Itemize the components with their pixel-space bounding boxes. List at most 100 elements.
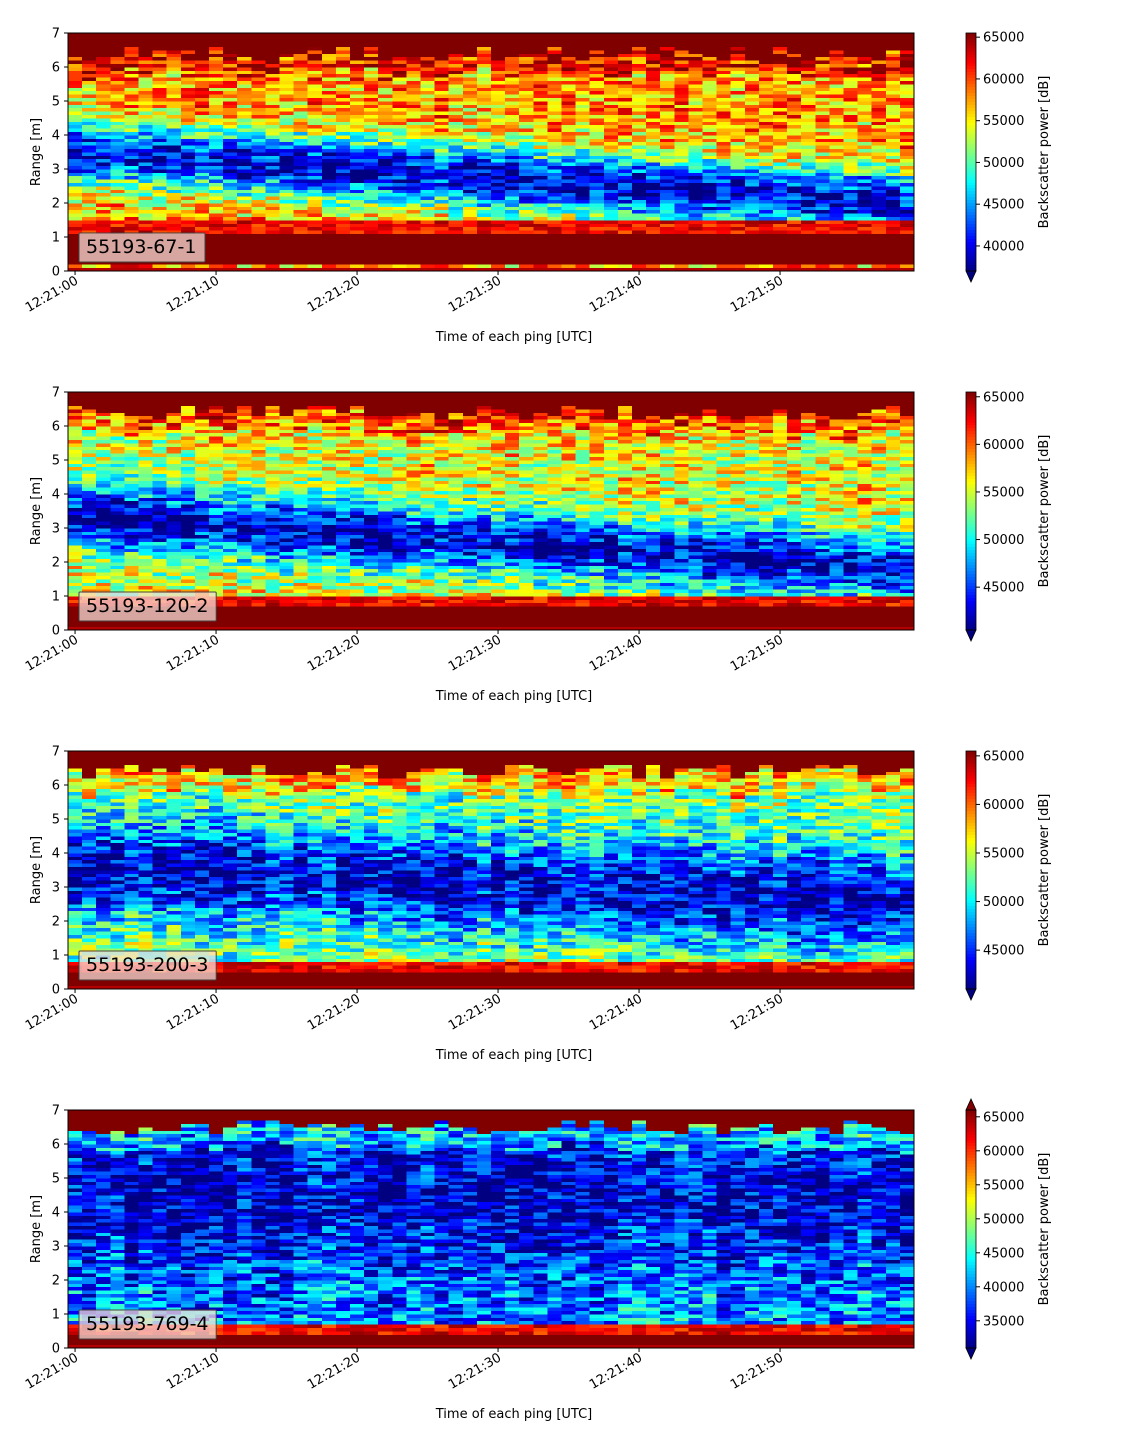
heatmap-cell bbox=[82, 230, 97, 234]
heatmap-cell bbox=[392, 60, 407, 64]
heatmap-cell bbox=[293, 131, 309, 136]
colorbar-step bbox=[966, 178, 976, 183]
heatmap-cell bbox=[138, 104, 153, 109]
heatmap-cell bbox=[110, 101, 125, 105]
heatmap-cell bbox=[547, 165, 562, 170]
heatmap-cell bbox=[194, 230, 210, 234]
heatmap-cell bbox=[815, 73, 830, 78]
heatmap-cell bbox=[152, 582, 168, 587]
heatmap-cell bbox=[378, 63, 393, 68]
heatmap-cell bbox=[801, 124, 816, 129]
heatmap-cell bbox=[209, 203, 224, 207]
heatmap-cell bbox=[617, 216, 633, 221]
heatmap-cell bbox=[547, 114, 562, 119]
heatmap-cell bbox=[434, 186, 450, 190]
heatmap-cell bbox=[815, 152, 830, 156]
heatmap-cell bbox=[335, 73, 351, 78]
heatmap-cell bbox=[505, 233, 520, 238]
heatmap-cell bbox=[589, 196, 605, 200]
heatmap-cell bbox=[758, 267, 774, 272]
heatmap-cell bbox=[829, 128, 844, 132]
heatmap-cell bbox=[152, 158, 168, 163]
colorbar-step bbox=[966, 217, 976, 221]
heatmap-cell bbox=[420, 121, 435, 126]
heatmap-cell bbox=[674, 145, 689, 149]
heatmap-cell bbox=[166, 84, 182, 88]
heatmap-cell bbox=[364, 124, 379, 129]
heatmap-cell bbox=[617, 128, 633, 132]
heatmap-cell bbox=[434, 165, 450, 170]
heatmap-cell bbox=[773, 60, 788, 64]
heatmap-cell bbox=[279, 46, 294, 51]
heatmap-cell bbox=[392, 104, 407, 109]
heatmap-cell bbox=[646, 124, 661, 129]
heatmap-cell bbox=[194, 507, 210, 512]
heatmap-cell bbox=[406, 240, 421, 245]
heatmap-cell bbox=[279, 254, 294, 258]
heatmap-cell bbox=[392, 213, 407, 217]
heatmap-cell bbox=[68, 260, 83, 265]
heatmap-cell bbox=[899, 182, 915, 187]
heatmap-cell bbox=[364, 155, 379, 160]
heatmap-cell bbox=[702, 46, 717, 51]
heatmap-cell bbox=[279, 128, 294, 132]
heatmap-cell bbox=[843, 63, 858, 68]
heatmap-cell bbox=[237, 90, 252, 95]
heatmap-cell bbox=[462, 124, 478, 129]
heatmap-cell bbox=[251, 172, 266, 177]
heatmap-cell bbox=[660, 158, 675, 163]
heatmap-cell bbox=[110, 209, 125, 214]
heatmap-cell bbox=[575, 247, 591, 251]
heatmap-cell bbox=[265, 206, 280, 211]
heatmap-cell bbox=[589, 247, 605, 251]
heatmap-cell bbox=[110, 422, 125, 427]
heatmap-cell bbox=[307, 264, 323, 268]
heatmap-cell bbox=[68, 73, 83, 78]
heatmap-cell bbox=[194, 128, 210, 132]
heatmap-cell bbox=[787, 250, 802, 255]
heatmap-cell bbox=[448, 135, 464, 139]
heatmap-cell bbox=[138, 186, 153, 190]
heatmap-cell bbox=[660, 84, 675, 88]
heatmap-cell bbox=[124, 226, 139, 231]
heatmap-cell bbox=[406, 165, 421, 170]
heatmap-cell bbox=[688, 196, 703, 200]
x-tick-label: 12:21:10 bbox=[164, 273, 222, 315]
heatmap-cell bbox=[589, 220, 605, 224]
heatmap-cell bbox=[773, 33, 788, 37]
heatmap-cell bbox=[575, 158, 591, 163]
heatmap-cell bbox=[589, 141, 605, 146]
heatmap-cell bbox=[68, 487, 83, 491]
heatmap-cell bbox=[110, 483, 125, 488]
heatmap-cell bbox=[885, 169, 901, 173]
heatmap-cell bbox=[688, 124, 703, 129]
heatmap-cell bbox=[561, 196, 576, 200]
heatmap-cell bbox=[688, 250, 703, 255]
heatmap-cell bbox=[758, 240, 774, 245]
heatmap-cell bbox=[575, 189, 591, 194]
heatmap-cell bbox=[519, 101, 534, 105]
heatmap-cell bbox=[716, 162, 732, 166]
heatmap-cell bbox=[194, 152, 210, 156]
heatmap-cell bbox=[279, 226, 294, 231]
heatmap-cell bbox=[702, 243, 717, 248]
heatmap-cell bbox=[632, 90, 647, 95]
heatmap-cell bbox=[603, 264, 619, 268]
heatmap-cell bbox=[265, 220, 280, 224]
heatmap-cell bbox=[462, 73, 478, 78]
heatmap-cell bbox=[293, 213, 309, 217]
heatmap-cell bbox=[180, 118, 196, 122]
heatmap-cell bbox=[843, 148, 858, 153]
heatmap-cell bbox=[885, 50, 901, 54]
heatmap-cell bbox=[138, 206, 153, 211]
heatmap-cell bbox=[575, 104, 591, 109]
heatmap-cell bbox=[646, 53, 661, 58]
heatmap-cell bbox=[589, 53, 605, 58]
heatmap-cell bbox=[801, 199, 816, 204]
heatmap-cell bbox=[152, 169, 168, 173]
heatmap-cell bbox=[364, 135, 379, 139]
heatmap-cell bbox=[96, 473, 111, 478]
heatmap-cell bbox=[82, 545, 97, 549]
heatmap-cell bbox=[787, 53, 802, 58]
heatmap-cell bbox=[420, 60, 435, 64]
